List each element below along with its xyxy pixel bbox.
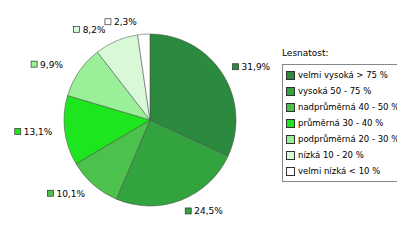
svg-text:24,5%: 24,5% bbox=[194, 206, 223, 216]
html-text:podprůměrná 20 - 30 %: podprůměrná 20 - 30 % bbox=[298, 134, 400, 144]
html-text:průměrná 30 - 40 %: průměrná 30 - 40 % bbox=[298, 118, 384, 128]
html-text:Lesnatost:: Lesnatost: bbox=[282, 48, 329, 58]
html-text:nadprůměrná 40 - 50 %: nadprůměrná 40 - 50 % bbox=[298, 102, 400, 112]
html-text:vysoká 50 - 75 %: vysoká 50 - 75 % bbox=[298, 86, 372, 96]
svg-text:2,3%: 2,3% bbox=[114, 17, 137, 27]
svg-text:10,1%: 10,1% bbox=[56, 189, 85, 199]
svg-text:13,1%: 13,1% bbox=[24, 127, 53, 137]
svg-text:31,9%: 31,9% bbox=[242, 62, 271, 72]
html-text:velmi vysoká > 75 %: velmi vysoká > 75 % bbox=[298, 70, 388, 80]
svg-text:8,2%: 8,2% bbox=[83, 25, 106, 35]
html-text:velmi nízká < 10 %: velmi nízká < 10 % bbox=[298, 166, 381, 176]
html-text:nízká 10 - 20 %: nízká 10 - 20 % bbox=[298, 150, 364, 160]
svg-text:9,9%: 9,9% bbox=[40, 60, 63, 70]
